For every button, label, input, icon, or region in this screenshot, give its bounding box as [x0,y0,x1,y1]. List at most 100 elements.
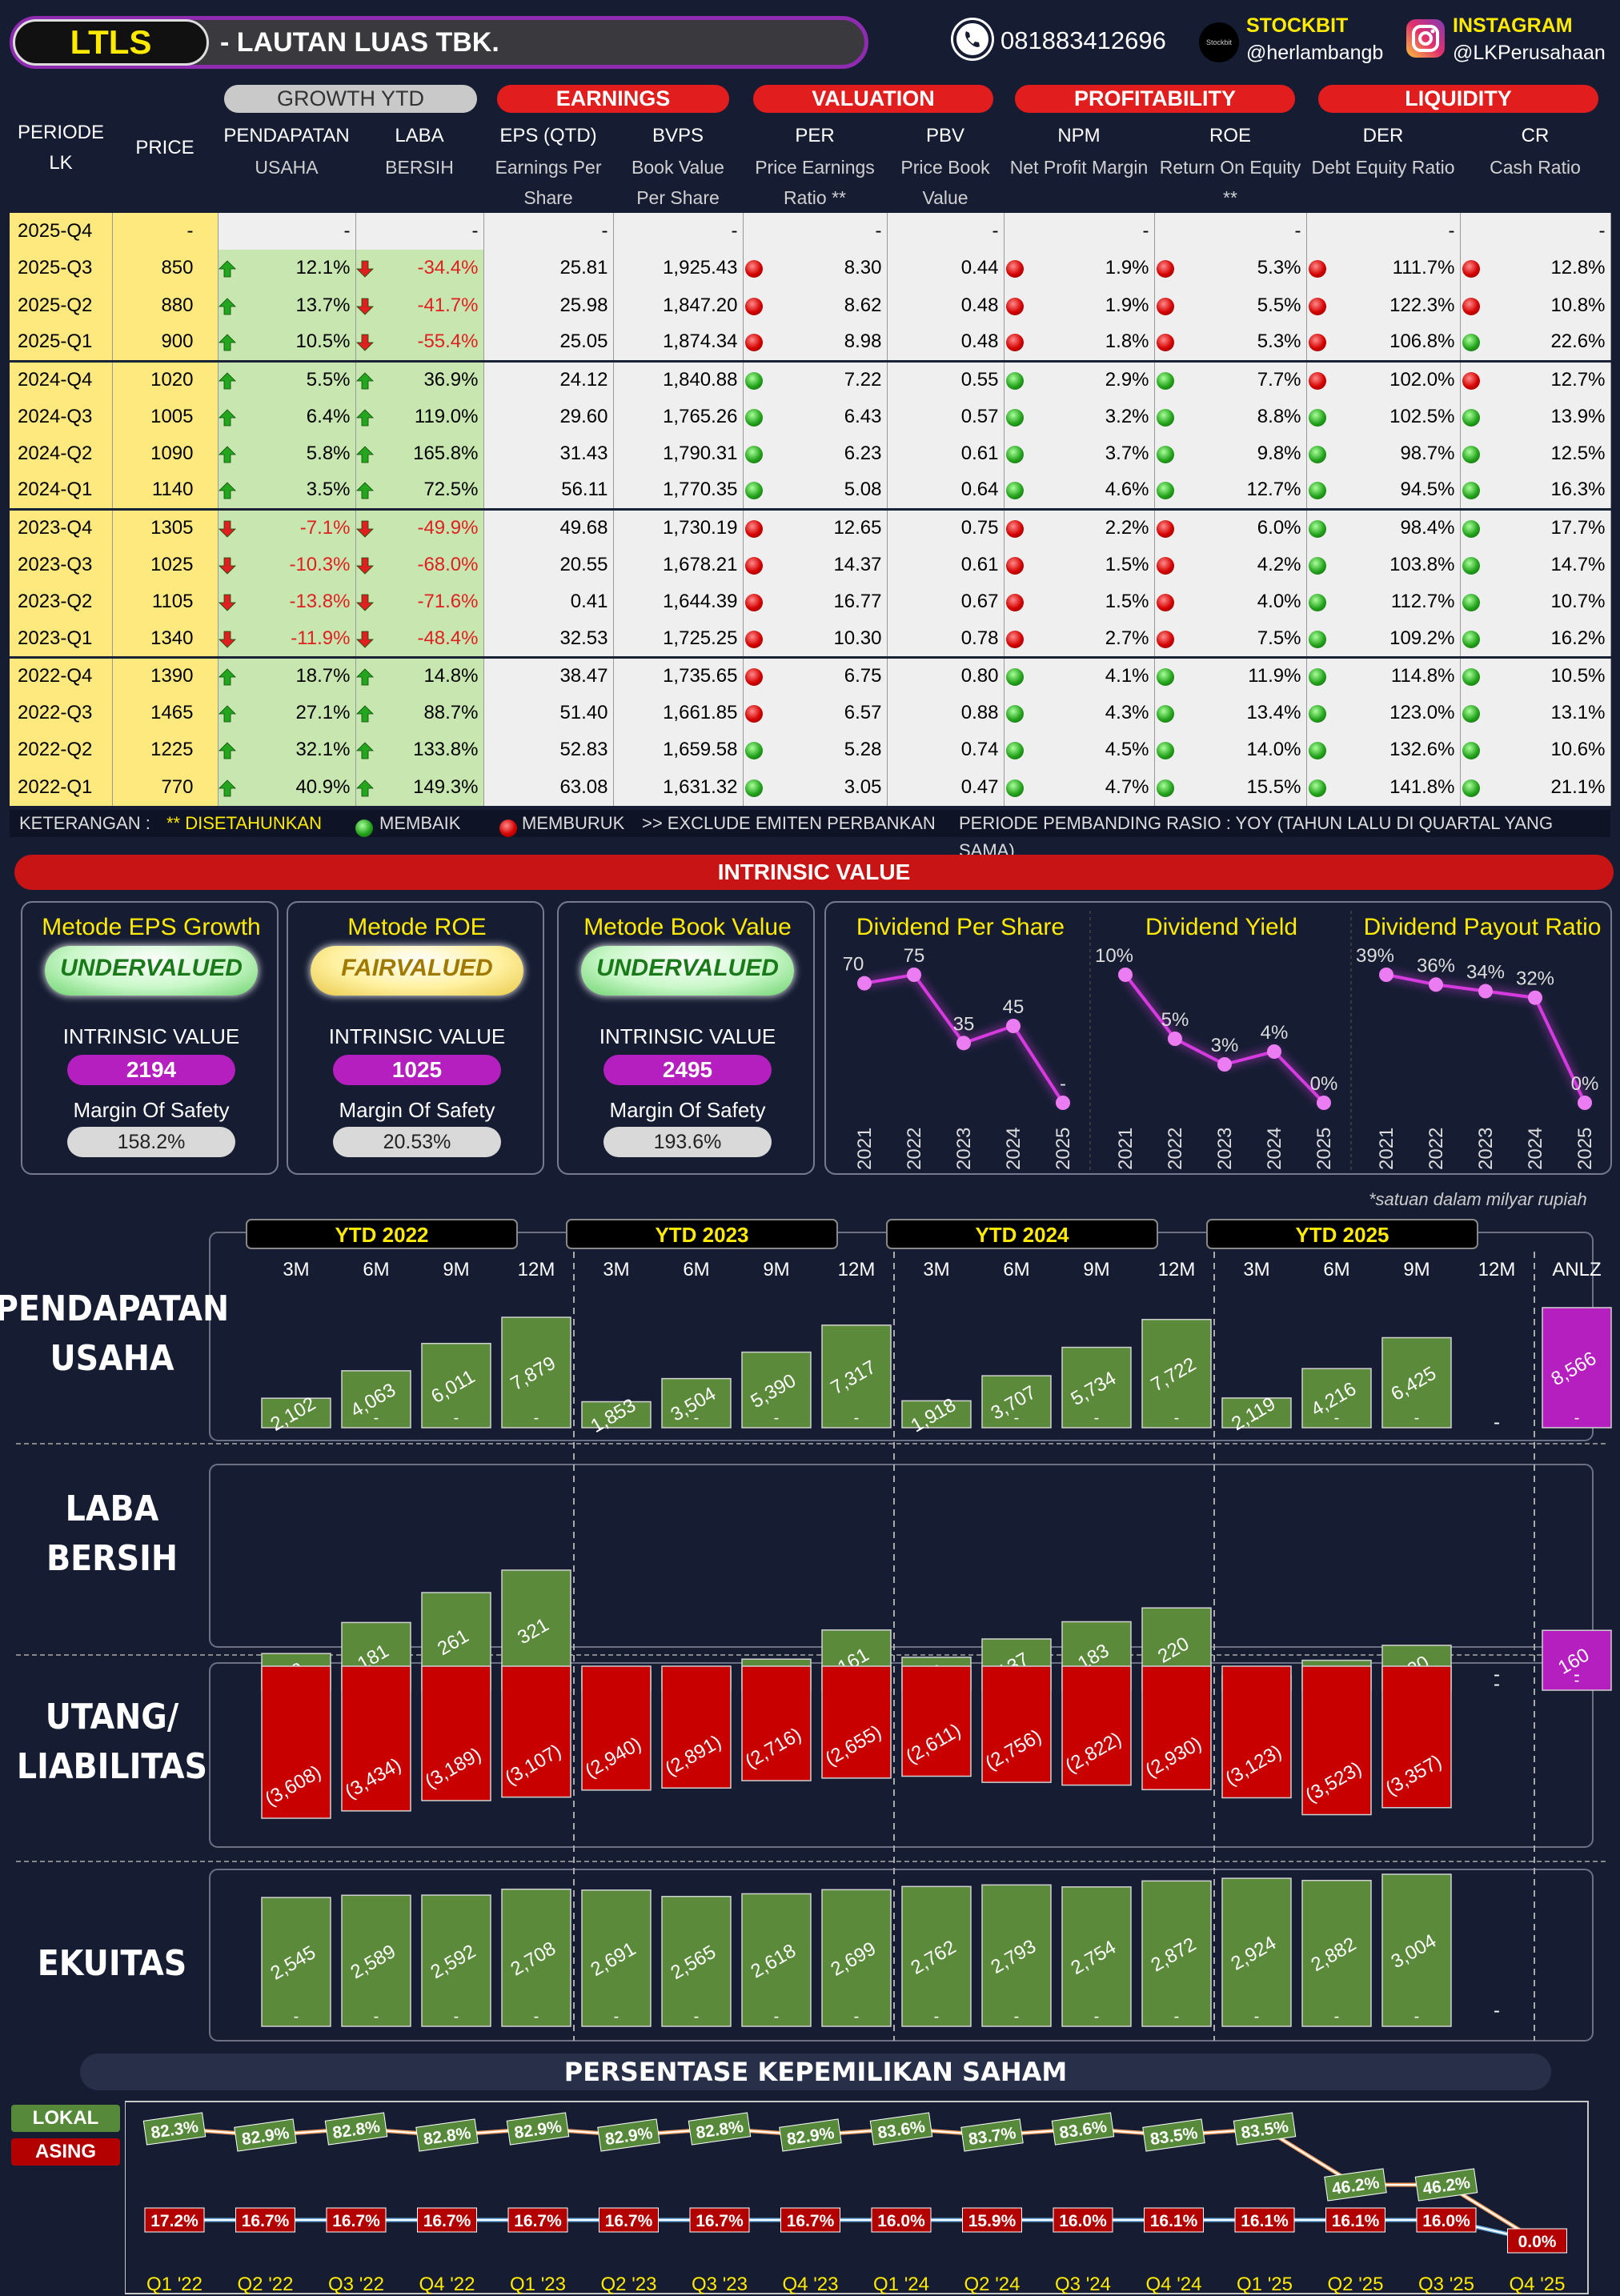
cell-p: 2022-Q4 [10,656,113,695]
cell-cr: 17.7% [1460,507,1611,547]
worse-dot-icon [1005,630,1024,648]
dividend-point [1578,1096,1592,1110]
ownership-value-box [780,2207,840,2233]
value-npm: 1.8% [1105,331,1149,353]
cell-ni: -41.7% [355,286,484,324]
up-arrow-icon [355,668,374,686]
ownership-value-box [1507,2228,1567,2254]
value-p: 2023-Q2 [18,591,93,613]
bar-dash: - [1254,1409,1260,1427]
value-cr: - [1598,220,1606,242]
bar-dash: - [1414,1409,1420,1427]
value-roe: 8.8% [1257,405,1301,427]
value-price: 900 [161,331,194,353]
cell-der: 98.7% [1306,435,1461,473]
ownership-value-box [689,2207,750,2233]
down-arrow-icon [355,631,374,648]
iv-method-name: Metode Book Value [583,914,792,940]
value-p: 2022-Q1 [18,775,93,798]
value-pbv: 0.48 [960,294,999,316]
cell-roe: 4.0% [1154,583,1307,621]
value-cr: 22.6% [1550,331,1606,353]
cell-cr: 16.2% [1460,620,1611,658]
cell-npm: 3.2% [1004,398,1155,435]
col-4-head: PER [743,122,887,152]
cell-npm: 1.5% [1004,583,1155,621]
worse-dot-icon [744,556,763,575]
ownership-value-box [869,2112,933,2146]
value-rev: 40.9% [295,775,351,798]
better-dot-icon [1005,372,1024,391]
cell-der: 94.5% [1306,472,1461,510]
worse-dot-icon [1005,260,1024,278]
worse-dot-icon [744,520,763,539]
cell-roe: 5.3% [1154,250,1307,287]
value-p: 2024-Q3 [18,405,93,427]
cell-bvps: 1,725.25 [613,620,744,658]
iv-label: INTRINSIC VALUE [599,1024,776,1048]
period-tick: 3M [603,1259,629,1280]
down-arrow-icon [218,631,236,648]
bar-dash: - [614,2008,620,2026]
cell-npm: 1.8% [1004,323,1155,362]
better-dot-icon [1005,445,1024,463]
value-der: 114.8% [1390,665,1455,687]
value-cr: 17.7% [1550,517,1606,539]
cell-pbv: 0.48 [887,286,1004,324]
legend-compare: PERIODE PEMBANDING RASIO : YOY (TAHUN LA… [959,813,1554,860]
cell-per: 6.43 [743,398,888,435]
value-rev: - [343,220,351,242]
col-4-sub: Price Earnings Ratio ** [743,152,887,213]
year-tick: 2021 [1115,1128,1137,1170]
cell-p: 2022-Q1 [10,768,113,806]
value-rev: 10.5% [295,331,351,353]
cell-p: 2022-Q3 [10,694,113,732]
empty-label: - [1494,1673,1500,1695]
iv-box-2: Metode Book Value UNDERVALUED INTRINSIC VA… [557,901,815,1175]
value-npm: 4.7% [1105,775,1149,798]
up-arrow-icon [218,742,236,759]
value-npm: 1.5% [1105,553,1149,575]
empty-label: - [1494,2000,1500,2022]
cell-bvps: - [613,213,744,250]
value-roe: 7.7% [1257,369,1301,391]
up-arrow-icon [218,705,236,723]
cell-eps: 0.41 [483,583,614,621]
col-6-head: NPM [1004,122,1154,152]
value-ni: 119.0% [414,405,479,427]
value-eps: 52.83 [559,739,608,761]
value-rev: 27.1% [295,702,351,723]
cell-p: 2023-Q2 [10,583,113,621]
dividend-label: - [1060,1073,1066,1095]
quarter-tick: Q4 '24 [1146,2274,1202,2295]
value-roe: 7.5% [1257,627,1301,649]
ticker-badge: LTLS [13,19,209,66]
group-profitability: PROFITABILITY [1015,85,1295,113]
better-dot-icon [1308,779,1326,797]
better-dot-icon [744,482,763,500]
value-der: 112.7% [1390,591,1455,613]
better-dot-icon [1005,779,1024,797]
table-row: 2024-Q3 1005 6.4% 119.0% 29.60 1,765.26 6.43 0.… [10,398,1611,435]
col-3-head: BVPS [613,122,743,152]
ownership-value-label: 16.0% [1059,2212,1107,2230]
cell-per: 8.98 [743,323,888,362]
cell-per: - [743,213,888,250]
ownership-chart: 82.3% 82.9% 82.8% 82.8% 82.9% 82.9% 82.8% 82.9%… [125,2101,1589,2295]
bar-dash: - [774,1409,780,1427]
bar [741,1893,812,2027]
table-row: 2023-Q1 1340 -11.9% -48.4% 32.53 1,725.25 10.3… [10,620,1611,658]
value-rev: 6.4% [306,405,351,427]
down-arrow-icon [218,520,236,538]
value-npm: 4.6% [1105,479,1149,501]
cell-pbv: 0.80 [887,656,1004,695]
value-npm: 1.5% [1105,591,1149,613]
cell-npm: - [1004,213,1155,250]
better-dot-icon [744,372,763,391]
value-rev: 5.5% [306,369,351,391]
ytd-tag [246,1219,518,1249]
worse-dot-icon [1005,520,1024,539]
up-arrow-icon [218,668,236,686]
cell-pbv: 0.75 [887,507,1004,547]
cell-p: 2023-Q1 [10,620,113,658]
